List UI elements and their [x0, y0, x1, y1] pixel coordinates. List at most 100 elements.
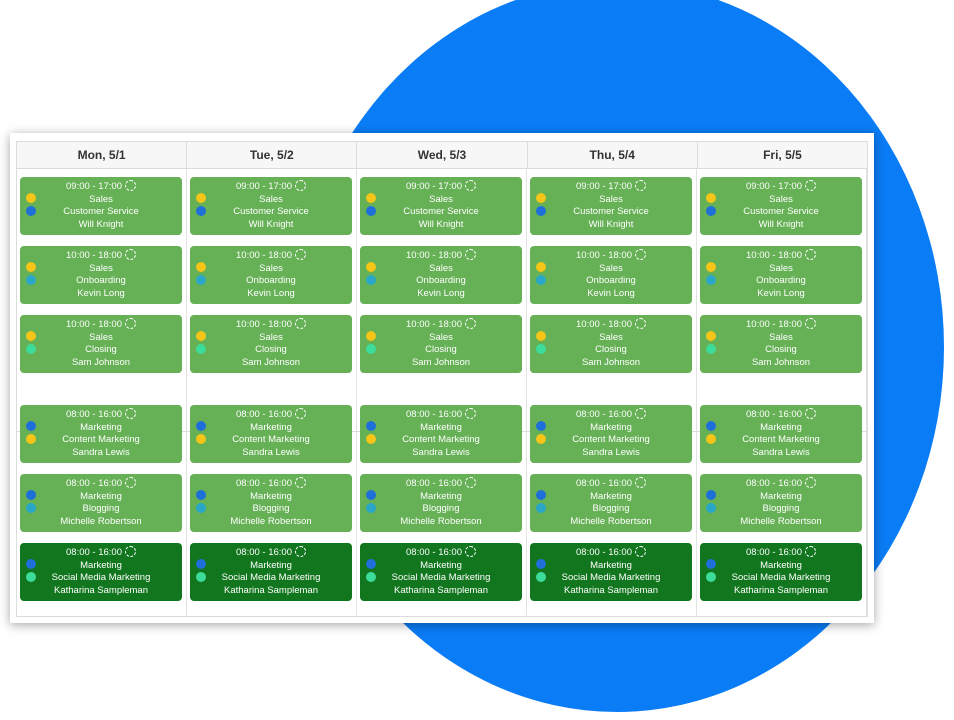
shift-time: 08:00 - 16:00	[360, 546, 522, 560]
shift-employee: Sandra Lewis	[72, 446, 130, 458]
shift-employee: Will Knight	[758, 218, 804, 230]
shift-department: Sales	[599, 262, 623, 274]
shift-time: 10:00 - 18:00	[360, 249, 522, 263]
shift-role: Content Marketing	[62, 434, 140, 445]
shift-card[interactable]: 09:00 - 17:00 Sales Customer Service Will K…	[700, 177, 862, 235]
recurring-icon	[125, 318, 136, 329]
shift-time-text: 08:00 - 16:00	[746, 478, 802, 489]
teal-category-dot	[26, 275, 36, 285]
shift-time: 09:00 - 17:00	[360, 180, 522, 194]
teal-category-dot	[26, 503, 36, 513]
blue-category-dot	[196, 490, 206, 500]
shift-card[interactable]: 08:00 - 16:00 Marketing Social Media Marke…	[530, 543, 692, 601]
shift-card[interactable]: 10:00 - 18:00 Sales Closing Sam Johnson	[530, 315, 692, 373]
shift-card[interactable]: 09:00 - 17:00 Sales Customer Service Will K…	[530, 177, 692, 235]
recurring-icon	[125, 477, 136, 488]
shift-card[interactable]: 10:00 - 18:00 Sales Closing Sam Johnson	[20, 315, 182, 373]
shift-card[interactable]: 08:00 - 16:00 Marketing Content Marketing S…	[530, 405, 692, 463]
schedule-grid: Mon, 5/1 Tue, 5/2 Wed, 5/3 Thu, 5/4 Fri,…	[16, 141, 868, 617]
teal-category-dot	[536, 503, 546, 513]
shift-card[interactable]: 08:00 - 16:00 Marketing Blogging Michelle R…	[20, 474, 182, 532]
shift-card[interactable]: 08:00 - 16:00 Marketing Blogging Michelle R…	[190, 474, 352, 532]
shift-card[interactable]: 08:00 - 16:00 Marketing Content Marketing S…	[190, 405, 352, 463]
shift-card[interactable]: 08:00 - 16:00 Marketing Social Media Marke…	[360, 543, 522, 601]
shift-role: Social Media Marketing	[221, 572, 321, 583]
shift-time: 09:00 - 17:00	[530, 180, 692, 194]
shift-card[interactable]: 08:00 - 16:00 Marketing Blogging Michelle R…	[530, 474, 692, 532]
day-header-tue[interactable]: Tue, 5/2	[187, 142, 358, 168]
recurring-icon	[465, 546, 476, 557]
shift-employee: Kevin Long	[417, 287, 465, 299]
yellow-category-dot	[536, 262, 546, 272]
shift-card[interactable]: 08:00 - 16:00 Marketing Blogging Michelle R…	[700, 474, 862, 532]
shift-employee: Sam Johnson	[581, 356, 641, 368]
shift-employee: Katharina Sampleman	[734, 584, 828, 596]
shift-card[interactable]: 10:00 - 18:00 Sales Onboarding Kevin Long	[190, 246, 352, 304]
shift-time-text: 09:00 - 17:00	[236, 181, 292, 192]
shift-card[interactable]: 09:00 - 17:00 Sales Customer Service Will K…	[20, 177, 182, 235]
yellow-category-dot	[196, 193, 206, 203]
shift-card[interactable]: 08:00 - 16:00 Marketing Content Marketing S…	[20, 405, 182, 463]
shift-card[interactable]: 10:00 - 18:00 Sales Onboarding Kevin Long	[20, 246, 182, 304]
shift-time-text: 10:00 - 18:00	[576, 250, 632, 261]
shift-role: Closing	[595, 344, 627, 355]
yellow-category-dot	[366, 331, 376, 341]
day-header-row: Mon, 5/1 Tue, 5/2 Wed, 5/3 Thu, 5/4 Fri,…	[17, 142, 867, 169]
shift-card[interactable]: 10:00 - 18:00 Sales Closing Sam Johnson	[360, 315, 522, 373]
shift-time: 08:00 - 16:00	[360, 408, 522, 422]
shift-employee: Sam Johnson	[71, 356, 131, 368]
shift-card[interactable]: 09:00 - 17:00 Sales Customer Service Will K…	[360, 177, 522, 235]
recurring-icon	[465, 249, 476, 260]
shift-time-text: 10:00 - 18:00	[236, 319, 292, 330]
shift-card[interactable]: 10:00 - 18:00 Sales Closing Sam Johnson	[700, 315, 862, 373]
shift-time: 08:00 - 16:00	[530, 477, 692, 491]
shift-employee: Katharina Sampleman	[224, 584, 318, 596]
shift-role: Closing	[425, 344, 457, 355]
shift-employee: Katharina Sampleman	[394, 584, 488, 596]
day-header-mon[interactable]: Mon, 5/1	[17, 142, 188, 168]
recurring-icon	[805, 477, 816, 488]
shift-time-text: 08:00 - 16:00	[576, 547, 632, 558]
mint-category-dot	[536, 344, 546, 354]
teal-category-dot	[536, 275, 546, 285]
shift-card[interactable]: 09:00 - 17:00 Sales Customer Service Will K…	[190, 177, 352, 235]
shift-card[interactable]: 08:00 - 16:00 Marketing Social Media Marke…	[20, 543, 182, 601]
yellow-category-dot	[196, 262, 206, 272]
day-header-fri[interactable]: Fri, 5/5	[763, 148, 802, 162]
shift-card[interactable]: 08:00 - 16:00 Marketing Content Marketing S…	[700, 405, 862, 463]
shift-department: Marketing	[420, 490, 462, 502]
shift-time-text: 08:00 - 16:00	[66, 409, 122, 420]
shift-card[interactable]: 10:00 - 18:00 Sales Onboarding Kevin Long	[530, 246, 692, 304]
recurring-icon	[295, 180, 306, 191]
shift-time-text: 09:00 - 17:00	[66, 181, 122, 192]
day-header-thu[interactable]: Thu, 5/4	[528, 142, 698, 168]
shift-role: Closing	[255, 344, 287, 355]
day-header-wed[interactable]: Wed, 5/3	[357, 142, 528, 168]
shift-time-text: 10:00 - 18:00	[746, 250, 802, 261]
shift-card[interactable]: 08:00 - 16:00 Marketing Social Media Marke…	[190, 543, 352, 601]
shift-employee: Sam Johnson	[411, 356, 471, 368]
shift-card[interactable]: 08:00 - 16:00 Marketing Social Media Marke…	[700, 543, 862, 601]
shift-employee: Katharina Sampleman	[54, 584, 148, 596]
shift-department: Marketing	[590, 421, 632, 433]
yellow-category-dot	[536, 434, 546, 444]
recurring-icon	[635, 180, 646, 191]
yellow-category-dot	[536, 331, 546, 341]
shift-time: 08:00 - 16:00	[20, 408, 182, 422]
shift-card[interactable]: 08:00 - 16:00 Marketing Blogging Michelle R…	[360, 474, 522, 532]
shift-time: 10:00 - 18:00	[190, 249, 352, 263]
recurring-icon	[635, 546, 646, 557]
shift-card[interactable]: 10:00 - 18:00 Sales Onboarding Kevin Long	[700, 246, 862, 304]
blue-category-dot	[366, 206, 376, 216]
shift-card[interactable]: 10:00 - 18:00 Sales Closing Sam Johnson	[190, 315, 352, 373]
shift-department: Sales	[89, 193, 113, 205]
shift-card[interactable]: 10:00 - 18:00 Sales Onboarding Kevin Long	[360, 246, 522, 304]
shift-employee: Sandra Lewis	[582, 446, 640, 458]
shift-role: Onboarding	[246, 275, 296, 286]
recurring-icon	[635, 249, 646, 260]
shift-role: Customer Service	[573, 206, 649, 217]
shift-card[interactable]: 08:00 - 16:00 Marketing Content Marketing S…	[360, 405, 522, 463]
recurring-icon	[125, 249, 136, 260]
shift-time: 10:00 - 18:00	[20, 318, 182, 332]
mint-category-dot	[706, 344, 716, 354]
